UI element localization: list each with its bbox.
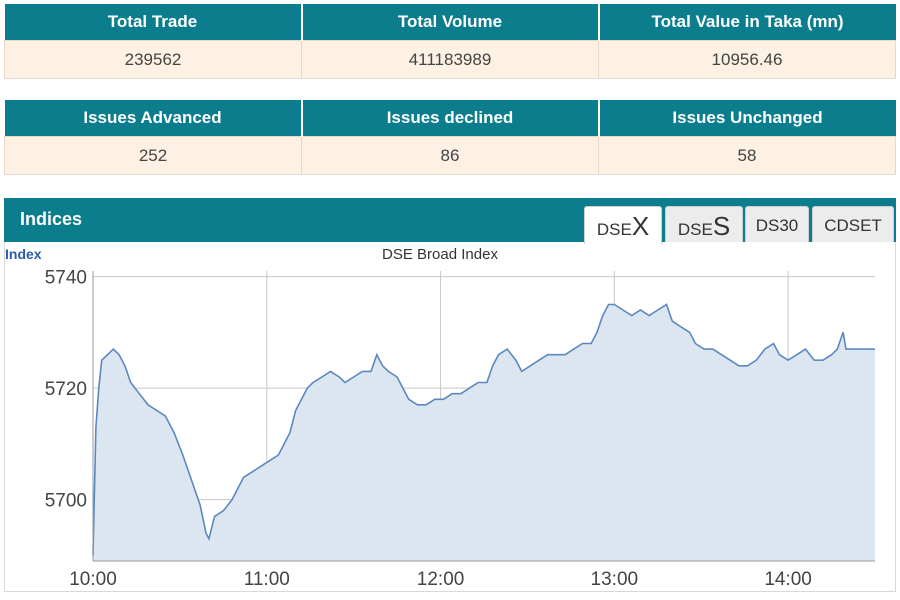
y-tick-label: 5720 [45,379,87,400]
value-issues-advanced: 252 [4,136,302,175]
market-summary-header-row: Total Trade Total Volume Total Value in … [4,4,896,41]
tab-cdset[interactable]: CDSET [812,206,894,242]
tab-dses-suffix: S [712,211,731,241]
tab-dsex-suffix: X [631,211,650,241]
market-summary-table: Total Trade Total Volume Total Value in … [4,4,896,79]
issues-summary-table: Issues Advanced Issues declined Issues U… [4,100,896,175]
tab-dsex[interactable]: DSEX [584,206,662,244]
issues-summary-value-row: 252 86 58 [4,136,896,175]
header-total-volume: Total Volume [300,4,599,41]
x-tick-label: 14:00 [764,569,812,590]
value-total-trade: 239562 [4,40,302,79]
header-issues-unchanged: Issues Unchanged [597,100,896,137]
chart-axes: 5700 5720 5740 10:00 11:00 12:00 13:00 14:00 [45,268,875,590]
index-area-fill [93,304,875,561]
tab-dsex-prefix: DSE [596,220,632,239]
y-tick-label: 5740 [45,268,87,289]
header-total-value: Total Value in Taka (mn) [597,4,896,41]
tab-dses-prefix: DSE [677,220,713,239]
x-tick-label: 12:00 [417,569,465,590]
tab-dses[interactable]: DSES [665,206,743,242]
x-tick-label: 13:00 [591,569,639,590]
chart-title: DSE Broad Index [382,246,498,263]
value-total-volume: 411183989 [301,40,599,79]
market-summary-value-row: 239562 411183989 10956.46 [4,40,896,79]
header-total-trade: Total Trade [4,4,302,41]
indices-panel: Indices DSEX DSES DS30 CDSET 5700 5720 574… [4,198,896,592]
index-series-line [92,303,875,556]
issues-summary-header-row: Issues Advanced Issues declined Issues U… [4,100,896,137]
value-issues-declined: 86 [301,136,599,175]
value-total-value: 10956.46 [598,40,896,79]
header-issues-declined: Issues declined [300,100,599,137]
tab-cdset-label: CDSET [824,216,882,235]
dse-broad-index-chart: 5700 5720 5740 10:00 11:00 12:00 13:00 14:00 In… [5,246,875,590]
indices-title: Indices [20,209,83,229]
header-issues-advanced: Issues Advanced [4,100,302,137]
indices-header-bar: Indices DSEX DSES DS30 CDSET [4,198,896,244]
x-tick-label: 11:00 [244,569,290,590]
tab-ds30-label: DS30 [755,216,799,235]
tab-ds30[interactable]: DS30 [745,206,809,242]
y-axis-label: Index [5,246,42,262]
y-tick-label: 5700 [45,491,87,512]
value-issues-unchanged: 58 [598,136,896,175]
x-tick-label: 10:00 [69,569,117,590]
